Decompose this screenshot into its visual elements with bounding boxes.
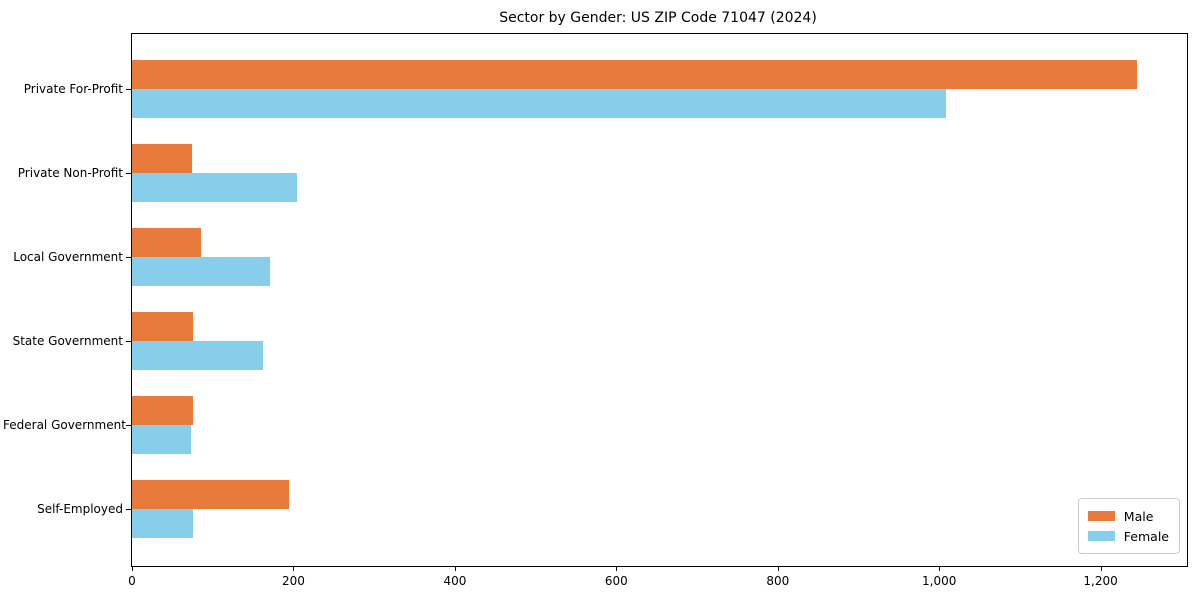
bar-female-private-non-profit (132, 173, 297, 202)
legend-swatch-male (1087, 511, 1115, 521)
y-tick-mark (126, 257, 132, 258)
x-tick-mark (454, 566, 456, 571)
x-tick-label: 1,200 (1083, 574, 1118, 588)
bar-female-private-for-profit (132, 89, 946, 118)
legend-swatch-female (1087, 531, 1115, 541)
bar-male-private-non-profit (132, 144, 192, 173)
y-tick-label-local-government: Local Government (13, 250, 123, 264)
legend-label-female: Female (1123, 528, 1169, 544)
x-tick-mark (777, 566, 779, 571)
chart-title: Sector by Gender: US ZIP Code 71047 (202… (499, 10, 817, 26)
x-tick-label: 600 (604, 574, 628, 588)
y-tick-label-private-for-profit: Private For-Profit (23, 82, 123, 96)
y-tick-label-federal-government: Federal Government (3, 418, 126, 432)
y-tick-mark (126, 509, 132, 510)
bar-male-self-employed (132, 480, 290, 509)
bar-male-federal-government (132, 396, 194, 425)
y-tick-mark (126, 89, 132, 90)
legend-entry-female: Female (1087, 526, 1169, 546)
bar-female-state-government (132, 341, 263, 370)
y-tick-mark (126, 341, 132, 342)
plot-area: Private For-Profit Private Non-Profit Loca… (3, 33, 1188, 588)
bar-female-self-employed (132, 509, 194, 538)
x-tick-mark (293, 566, 295, 571)
bar-female-federal-government (132, 425, 191, 454)
x-tick-mark (132, 566, 133, 571)
y-tick-mark (126, 173, 132, 174)
x-tick-label: 1,000 (922, 574, 957, 588)
x-tick-mark (939, 566, 941, 571)
bar-male-state-government (132, 312, 194, 341)
y-tick-label-self-employed: Self-Employed (37, 502, 123, 516)
y-tick-label-private-non-profit: Private Non-Profit (17, 166, 123, 180)
x-tick-mark (1100, 566, 1102, 571)
legend: Male Female (1077, 498, 1180, 554)
y-tick-label-state-government: State Government (12, 334, 123, 348)
legend-label-male: Male (1123, 508, 1154, 524)
bar-female-local-government (132, 257, 270, 286)
x-tick-mark (616, 566, 618, 571)
x-tick-label: 200 (281, 574, 305, 588)
legend-entry-male: Male (1087, 506, 1169, 526)
bar-male-private-for-profit (132, 60, 1137, 89)
x-tick-label: 0 (128, 574, 136, 588)
y-tick-mark (126, 425, 132, 426)
x-tick-label: 800 (766, 574, 790, 588)
bar-male-local-government (132, 228, 201, 257)
x-tick-label: 400 (443, 574, 467, 588)
